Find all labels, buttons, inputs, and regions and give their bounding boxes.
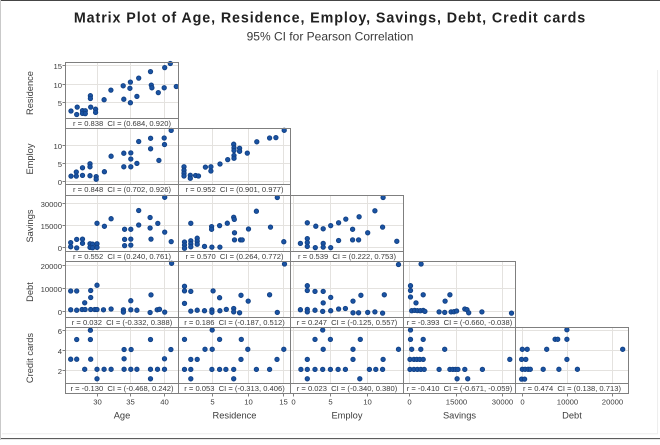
svg-text:Residence: Residence bbox=[25, 71, 35, 115]
svg-text:10000: 10000 bbox=[41, 285, 62, 294]
svg-text:Employ: Employ bbox=[25, 143, 35, 174]
svg-text:Age: Age bbox=[114, 411, 131, 421]
svg-text:10: 10 bbox=[244, 397, 253, 406]
svg-text:20000: 20000 bbox=[41, 262, 62, 271]
svg-text:40: 40 bbox=[160, 397, 169, 406]
svg-text:r = 0.570 CI = (0.264, 0.772): r = 0.570 CI = (0.264, 0.772) bbox=[186, 252, 284, 261]
svg-text:r = 0.552 CI = (0.240, 0.761): r = 0.552 CI = (0.240, 0.761) bbox=[73, 252, 171, 261]
svg-text:0: 0 bbox=[58, 308, 62, 317]
svg-text:r = 0.032 CI = (-0.332, 0.388: r = 0.032 CI = (-0.332, 0.388) bbox=[72, 318, 173, 327]
svg-text:10000: 10000 bbox=[557, 397, 578, 406]
svg-text:Debt: Debt bbox=[562, 411, 582, 421]
svg-text:35: 35 bbox=[126, 397, 135, 406]
svg-text:r = 0.848 CI = (0.702, 0.926): r = 0.848 CI = (0.702, 0.926) bbox=[73, 185, 171, 194]
svg-text:6: 6 bbox=[58, 327, 62, 336]
svg-text:Credit cards: Credit cards bbox=[25, 333, 35, 383]
svg-text:Savings: Savings bbox=[443, 411, 476, 421]
svg-text:Residence: Residence bbox=[213, 411, 257, 421]
svg-text:r = 0.952 CI = (0.901, 0.977): r = 0.952 CI = (0.901, 0.977) bbox=[186, 185, 284, 194]
svg-text:r = 0.539 CI = (0.222, 0.753): r = 0.539 CI = (0.222, 0.753) bbox=[298, 252, 396, 261]
svg-text:10: 10 bbox=[363, 397, 372, 406]
svg-text:15000: 15000 bbox=[41, 222, 62, 231]
svg-text:30000: 30000 bbox=[41, 200, 62, 209]
svg-text:4: 4 bbox=[58, 347, 63, 356]
svg-text:15000: 15000 bbox=[446, 397, 467, 406]
svg-text:0: 0 bbox=[58, 178, 62, 187]
svg-text:10: 10 bbox=[53, 81, 62, 90]
svg-text:0: 0 bbox=[58, 244, 62, 253]
svg-text:Savings: Savings bbox=[25, 209, 35, 242]
svg-text:30: 30 bbox=[93, 397, 102, 406]
svg-text:2: 2 bbox=[58, 367, 62, 376]
svg-text:30000: 30000 bbox=[492, 397, 513, 406]
svg-text:r = 0.186 CI = (-0.187, 0.512: r = 0.186 CI = (-0.187, 0.512) bbox=[184, 318, 285, 327]
svg-text:r = 0.053 CI = (-0.313, 0.406: r = 0.053 CI = (-0.313, 0.406) bbox=[184, 384, 285, 393]
svg-text:15: 15 bbox=[279, 397, 288, 406]
svg-text:95% CI for Pearson Correlation: 95% CI for Pearson Correlation bbox=[247, 30, 414, 44]
svg-text:5: 5 bbox=[58, 160, 62, 169]
svg-text:15: 15 bbox=[53, 62, 62, 71]
svg-text:20000: 20000 bbox=[602, 397, 623, 406]
svg-text:5: 5 bbox=[58, 99, 62, 108]
svg-text:r = -0.410 CI = (-0.671, -0.0: r = -0.410 CI = (-0.671, -0.059) bbox=[407, 384, 513, 393]
svg-text:Debt: Debt bbox=[25, 282, 35, 302]
svg-text:5: 5 bbox=[210, 397, 214, 406]
svg-text:Matrix Plot of Age, Residence,: Matrix Plot of Age, Residence, Employ, S… bbox=[74, 10, 586, 26]
svg-text:r = 0.023 CI = (-0.340, 0.380: r = 0.023 CI = (-0.340, 0.380) bbox=[297, 384, 398, 393]
svg-text:10: 10 bbox=[53, 142, 62, 151]
svg-text:r = -0.130 CI = (-0.468, 0.24: r = -0.130 CI = (-0.468, 0.242) bbox=[71, 384, 174, 393]
svg-text:r = 0.838 CI = (0.684, 0.920): r = 0.838 CI = (0.684, 0.920) bbox=[73, 119, 171, 128]
svg-text:0: 0 bbox=[291, 397, 295, 406]
svg-text:5: 5 bbox=[328, 397, 332, 406]
svg-text:r = 0.247 CI = (-0.125, 0.557: r = 0.247 CI = (-0.125, 0.557) bbox=[297, 318, 398, 327]
svg-text:0: 0 bbox=[407, 397, 411, 406]
svg-text:Employ: Employ bbox=[331, 411, 362, 421]
svg-text:r = -0.393 CI = (-0.660, -0.0: r = -0.393 CI = (-0.660, -0.038) bbox=[407, 318, 513, 327]
svg-text:0: 0 bbox=[520, 397, 524, 406]
svg-text:r = 0.474 CI = (0.138, 0.713): r = 0.474 CI = (0.138, 0.713) bbox=[523, 384, 621, 393]
